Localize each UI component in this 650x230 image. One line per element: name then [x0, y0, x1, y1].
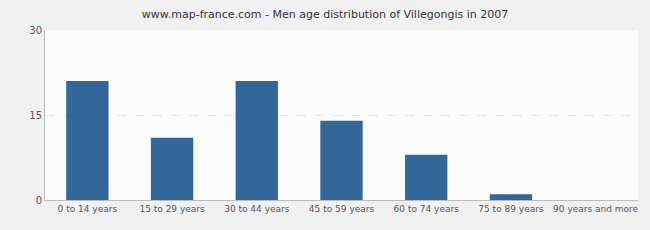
svg-text:15 to 29 years: 15 to 29 years [139, 204, 205, 214]
svg-text:60 to 74 years: 60 to 74 years [394, 204, 460, 214]
svg-text:30: 30 [29, 25, 42, 36]
svg-text:30 to 44 years: 30 to 44 years [224, 204, 290, 214]
svg-text:90 years and more: 90 years and more [553, 204, 639, 214]
svg-text:45 to 59 years: 45 to 59 years [309, 204, 375, 214]
svg-text:0: 0 [36, 195, 42, 206]
svg-text:15: 15 [29, 110, 42, 121]
svg-text:www.map-france.com - Men age d: www.map-france.com - Men age distributio… [142, 8, 508, 21]
svg-text:0 to 14 years: 0 to 14 years [58, 204, 118, 214]
svg-text:75 to 89 years: 75 to 89 years [478, 204, 544, 214]
